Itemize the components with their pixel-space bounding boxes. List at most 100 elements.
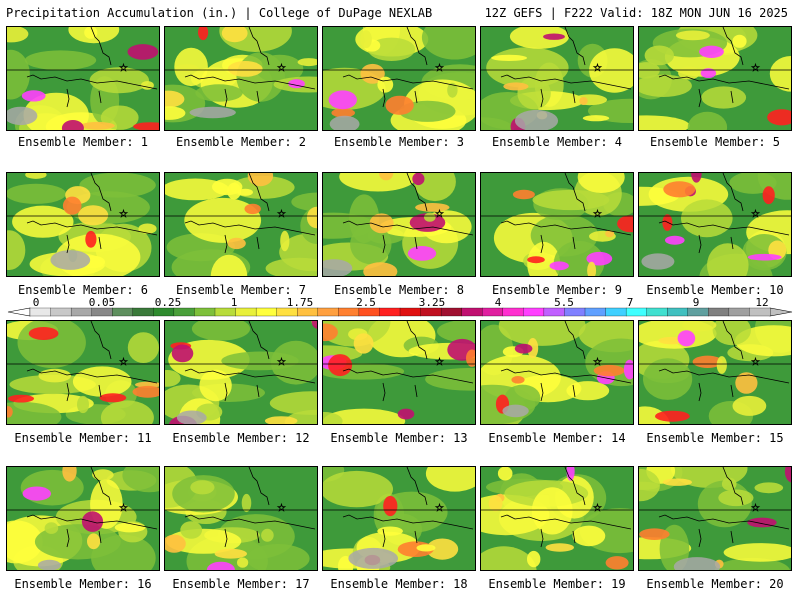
ensemble-member-label: Ensemble Member: 3 (333, 135, 465, 149)
ensemble-map-panel: ☆ (6, 466, 160, 571)
colorbar-tick-label: 9 (692, 296, 700, 309)
precip-field-map: ☆ (323, 173, 475, 276)
colorbar-swatch (399, 307, 422, 317)
ensemble-member-label: Ensemble Member: 7 (175, 283, 307, 297)
ensemble-member-label: Ensemble Member: 2 (175, 135, 307, 149)
colorbar-tick-label: 5.5 (554, 296, 574, 309)
colorbar-swatch (255, 307, 278, 317)
svg-text:☆: ☆ (277, 63, 286, 74)
colorbar-swatch (625, 307, 648, 317)
precip-field-map: ☆ (481, 321, 633, 424)
colorbar-tick-label: 3.25 (418, 296, 446, 309)
colorbar-swatch (420, 307, 442, 317)
svg-text:☆: ☆ (435, 209, 444, 220)
precip-field-map: ☆ (7, 173, 159, 276)
svg-text:☆: ☆ (277, 357, 286, 368)
ensemble-member-label: Ensemble Member: 19 (488, 577, 626, 591)
svg-text:☆: ☆ (277, 503, 286, 514)
ensemble-member-label: Ensemble Member: 12 (172, 431, 310, 445)
ensemble-map-panel: ☆ (322, 26, 476, 131)
precip-field-map: ☆ (481, 27, 633, 130)
colorbar-swatch (194, 307, 216, 317)
colorbar-swatch (153, 307, 175, 317)
colorbar-swatch (276, 307, 298, 317)
precip-field-map: ☆ (481, 467, 633, 570)
ensemble-member-label: Ensemble Member: 5 (649, 135, 781, 149)
colorbar-swatch (543, 307, 565, 317)
colorbar-swatch (440, 307, 463, 317)
precip-field-map: ☆ (639, 321, 791, 424)
colorbar-swatch (687, 307, 709, 317)
precip-field-map: ☆ (7, 467, 159, 570)
ensemble-member-label: Ensemble Member: 10 (646, 283, 784, 297)
colorbar-swatch (564, 307, 586, 317)
svg-text:☆: ☆ (751, 63, 760, 74)
precip-field-map: ☆ (7, 321, 159, 424)
ensemble-map-panel: ☆ (638, 320, 792, 425)
svg-text:☆: ☆ (593, 209, 602, 220)
colorbar-swatch (91, 307, 113, 317)
precip-field-map: ☆ (165, 173, 317, 276)
ensemble-map-panel: ☆ (322, 320, 476, 425)
ensemble-member-label: Ensemble Member: 15 (646, 431, 784, 445)
ensemble-member-label: Ensemble Member: 4 (491, 135, 623, 149)
ensemble-member-label: Ensemble Member: 16 (14, 577, 152, 591)
colorbar-swatch (749, 307, 771, 317)
ensemble-map-panel: ☆ (480, 26, 634, 131)
ensemble-member-label: Ensemble Member: 18 (330, 577, 468, 591)
colorbar-swatch (70, 307, 93, 317)
ensemble-map-panel: ☆ (6, 26, 160, 131)
colorbar-swatch (379, 307, 401, 317)
precip-field-map: ☆ (639, 467, 791, 570)
colorbar-tick-label: 4 (494, 296, 502, 309)
svg-text:☆: ☆ (119, 209, 128, 220)
ensemble-map-panel: ☆ (322, 466, 476, 571)
svg-text:☆: ☆ (593, 503, 602, 514)
svg-text:☆: ☆ (119, 503, 128, 514)
svg-text:☆: ☆ (277, 209, 286, 220)
ensemble-map-panel: ☆ (480, 172, 634, 277)
ensemble-member-label: Ensemble Member: 11 (14, 431, 152, 445)
ensemble-map-panel: ☆ (322, 172, 476, 277)
colorbar-swatch (297, 307, 319, 317)
svg-text:☆: ☆ (119, 63, 128, 74)
ensemble-member-label: Ensemble Member: 8 (333, 283, 465, 297)
valid-time: 12Z GEFS | F222 Valid: 18Z MON JUN 16 20… (484, 6, 788, 20)
ensemble-member-label: Ensemble Member: 9 (491, 283, 623, 297)
precip-field-map: ☆ (165, 467, 317, 570)
precip-field-map: ☆ (639, 27, 791, 130)
svg-text:☆: ☆ (119, 357, 128, 368)
colorbar-swatch (482, 307, 504, 317)
colorbar-swatch (523, 307, 545, 317)
svg-text:☆: ☆ (435, 503, 444, 514)
svg-text:☆: ☆ (435, 357, 444, 368)
ensemble-member-label: Ensemble Member: 17 (172, 577, 310, 591)
colorbar-min-arrow (7, 307, 31, 317)
colorbar-swatch (584, 307, 607, 317)
colorbar-swatch (317, 307, 339, 317)
colorbar-tick-label: 0.25 (154, 296, 182, 309)
ensemble-map-panel: ☆ (638, 172, 792, 277)
precip-field-map: ☆ (165, 321, 317, 424)
ensemble-member-label: Ensemble Member: 14 (488, 431, 626, 445)
ensemble-map-panel: ☆ (164, 320, 318, 425)
colorbar-swatch (667, 307, 689, 317)
svg-text:☆: ☆ (751, 209, 760, 220)
precip-field-map: ☆ (7, 27, 159, 130)
ensemble-member-label: Ensemble Member: 20 (646, 577, 784, 591)
ensemble-map-panel: ☆ (480, 320, 634, 425)
ensemble-map-panel: ☆ (6, 172, 160, 277)
colorbar-swatch (502, 307, 524, 317)
ensemble-map-panel: ☆ (480, 466, 634, 571)
colorbar-tick-label: 12 (755, 296, 769, 309)
precip-field-map: ☆ (481, 173, 633, 276)
colorbar-tick-label: 0 (32, 296, 40, 309)
ensemble-map-panel: ☆ (638, 26, 792, 131)
colorbar-swatch (50, 307, 72, 317)
precip-field-map: ☆ (639, 173, 791, 276)
precip-field-map: ☆ (323, 467, 475, 570)
ensemble-map-panel: ☆ (6, 320, 160, 425)
ensemble-map-panel: ☆ (164, 466, 318, 571)
precip-field-map: ☆ (323, 27, 475, 130)
